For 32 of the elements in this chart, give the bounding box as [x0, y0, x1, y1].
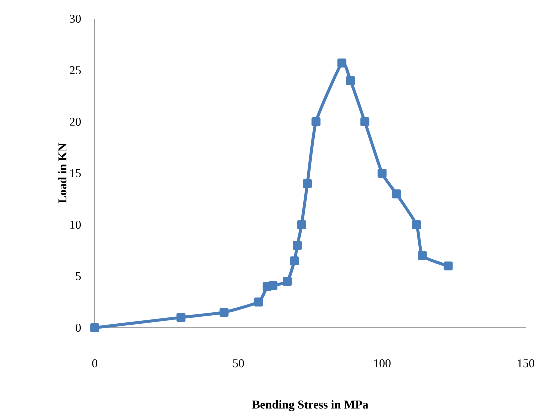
point — [346, 76, 356, 86]
point — [378, 169, 387, 178]
point — [303, 179, 312, 188]
point — [220, 308, 229, 318]
point — [268, 281, 278, 290]
point — [297, 220, 306, 230]
point — [254, 298, 264, 307]
point — [412, 220, 422, 230]
point — [293, 241, 302, 250]
y-tick-label: 15 — [70, 169, 82, 178]
x-axis-title: Bending Stress in MPa — [252, 400, 368, 412]
x-tick-label: 100 — [374, 360, 391, 368]
y-tick-label: 20 — [70, 118, 82, 126]
x-tick-label: 150 — [518, 360, 535, 368]
point — [392, 190, 402, 199]
point — [338, 58, 347, 68]
x-tick-label: 50 — [233, 360, 244, 368]
point — [90, 324, 100, 332]
point — [283, 277, 292, 286]
y-tick-label: 0 — [76, 324, 82, 332]
point — [312, 118, 321, 126]
point — [290, 256, 300, 266]
point — [444, 262, 453, 271]
point — [418, 251, 428, 260]
y-tick-label: 5 — [76, 272, 82, 280]
point — [360, 118, 370, 126]
x-tick-label: 0 — [92, 360, 98, 368]
point — [176, 313, 186, 322]
y-axis-title: Load in KN — [58, 143, 67, 204]
y-tick-label: 10 — [70, 220, 82, 230]
y-tick-label: 25 — [70, 66, 82, 75]
y-tick-label: 30 — [70, 14, 82, 24]
